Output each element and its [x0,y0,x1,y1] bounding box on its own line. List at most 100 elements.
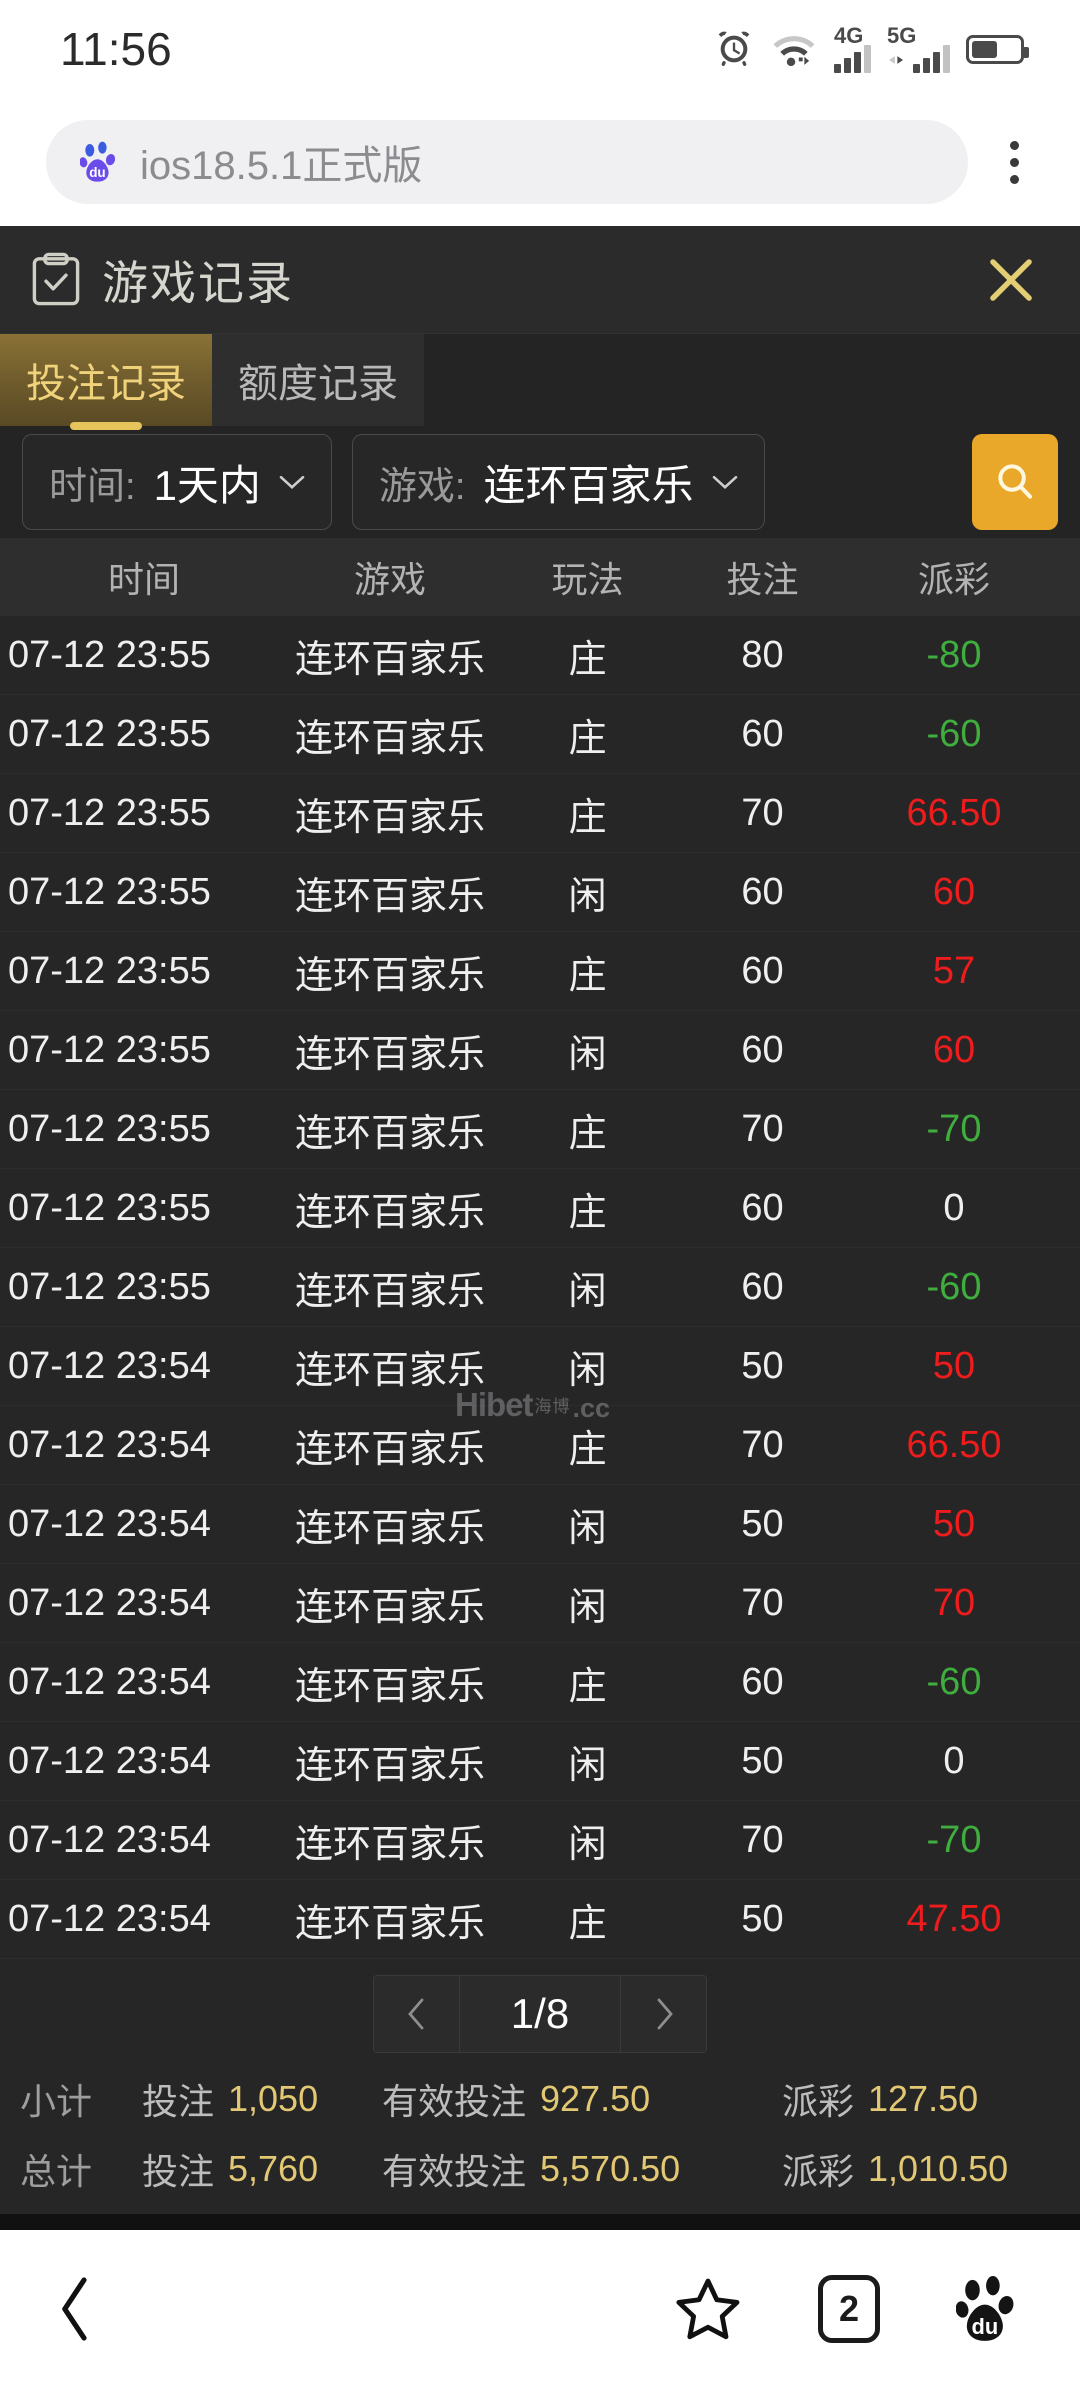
cell-bet: 70 [741,791,784,834]
table-row[interactable]: 07-12 23:54 连环百家乐 闲 70 -70 [0,1801,1080,1880]
total-payout-label: 派彩 [782,2151,855,2192]
time-filter-label: 时间: [49,465,136,508]
summary-total-row: 总计 投注 5,760 有效投注 5,570.50 派彩 1,010.50 [20,2134,1060,2204]
table-row[interactable]: 07-12 23:54 连环百家乐 庄 60 -60 [0,1643,1080,1722]
col-header-time: 时间 [107,559,180,600]
close-x-icon[interactable] [980,249,1042,311]
cell-time: 07-12 23:55 [8,1028,211,1071]
cell-play: 庄 [568,796,607,839]
app-title-group: 游戏记录 [30,247,294,313]
cell-payout: 47.50 [906,1897,1002,1940]
cell-bet: 60 [741,949,784,992]
cell-payout: 0 [943,1739,965,1782]
table-row[interactable]: 07-12 23:55 连环百家乐 庄 70 -70 [0,1090,1080,1169]
subtotal-valid: 有效投注 927.50 [382,2073,782,2125]
cell-time: 07-12 23:55 [8,712,211,755]
cell-time: 07-12 23:54 [8,1818,211,1861]
nav-back-button[interactable] [58,2276,92,2342]
cell-payout: 0 [943,1186,965,1229]
cell-time: 07-12 23:55 [8,791,211,834]
cell-bet: 50 [741,1897,784,1940]
cell-time: 07-12 23:55 [8,870,211,913]
cell-game: 连环百家乐 [294,1349,485,1392]
star-icon[interactable] [674,2276,742,2342]
subtotal-valid-value: 927.50 [540,2078,651,2119]
table-row[interactable]: 07-12 23:54 连环百家乐 闲 70 70 [0,1564,1080,1643]
table-row[interactable]: 07-12 23:55 连环百家乐 庄 60 57 [0,932,1080,1011]
cell-play: 庄 [568,638,607,681]
table-row[interactable]: 07-12 23:55 连环百家乐 庄 70 66.50 [0,774,1080,853]
cell-game: 连环百家乐 [294,1191,485,1234]
cell-payout: -70 [926,1818,982,1861]
cell-game: 连环百家乐 [294,954,485,997]
prev-page-button[interactable] [374,1976,460,2052]
cell-time: 07-12 23:54 [8,1897,211,1940]
table-row[interactable]: 07-12 23:55 连环百家乐 闲 60 60 [0,853,1080,932]
kebab-menu-icon[interactable] [982,140,1046,184]
cell-game: 连环百家乐 [294,1270,485,1313]
cell-time: 07-12 23:55 [8,949,211,992]
subtotal-bet-label: 投注 [142,2081,215,2122]
nav-right-group: 2 du [674,2275,1022,2343]
table-row[interactable]: 07-12 23:55 连环百家乐 庄 60 0 [0,1169,1080,1248]
game-record-app: 游戏记录 投注记录 额度记录 时间: 1天内 [0,226,1080,2230]
app-header: 游戏记录 [0,226,1080,334]
baidu-paw-icon: du [79,141,120,183]
cell-bet: 60 [741,1265,784,1308]
search-button[interactable] [972,434,1058,530]
page-title: 游戏记录 [102,256,294,309]
total-payout: 派彩 1,010.50 [782,2143,1008,2195]
cell-payout: -80 [926,633,982,676]
cell-time: 07-12 23:54 [8,1660,211,1703]
next-page-button[interactable] [620,1976,706,2052]
cell-bet: 60 [741,1028,784,1071]
cell-game: 连环百家乐 [294,1744,485,1787]
chevron-down-icon [712,474,738,490]
table-row[interactable]: 07-12 23:55 连环百家乐 庄 80 -80 [0,616,1080,695]
status-bar: 11:56 [0,0,1080,98]
table-row[interactable]: 07-12 23:54 连环百家乐 庄 70 66.50 [0,1406,1080,1485]
cell-play: 闲 [568,875,607,918]
tab-count-button[interactable]: 2 [818,2275,880,2343]
cell-game: 连环百家乐 [294,1665,485,1708]
baidu-paw-icon[interactable]: du [955,2275,1022,2343]
total-bet: 投注 5,760 [142,2143,382,2195]
clipboard-check-icon [30,252,82,308]
table-row[interactable]: 07-12 23:55 连环百家乐 闲 60 60 [0,1011,1080,1090]
cell-payout: -60 [926,1265,982,1308]
address-bar[interactable]: du ios18.5.1正式版 [46,120,968,204]
cell-payout: 60 [932,1028,976,1071]
cell-play: 庄 [568,1112,607,1155]
cell-time: 07-12 23:55 [8,1107,211,1150]
table-body: 07-12 23:55 连环百家乐庄 80 -80 07-12 23:55 连环百家乐庄 6… [0,616,1080,1968]
tab-betting-records[interactable]: 投注记录 [0,334,212,426]
cell-play: 庄 [568,717,607,760]
cell-play: 闲 [568,1270,607,1313]
subtotal-payout: 派彩 127.50 [782,2073,978,2125]
cell-time: 07-12 23:54 [8,1423,211,1466]
svg-text:du: du [89,165,106,180]
cell-bet: 50 [741,1502,784,1545]
battery-icon [966,34,1029,64]
cell-play: 闲 [568,1507,607,1550]
table-row[interactable]: 07-12 23:54 连环百家乐 庄 50 47.50 [0,1880,1080,1959]
cell-play: 庄 [568,1191,607,1234]
table-row[interactable]: 07-12 23:55 连环百家乐 庄 60 -60 [0,695,1080,774]
cell-game: 连环百家乐 [294,875,485,918]
tab-credit-records[interactable]: 额度记录 [212,334,424,426]
cell-payout: 50 [932,1502,976,1545]
cell-payout: -60 [926,1660,982,1703]
table-row[interactable]: 07-12 23:55 连环百家乐 闲 60 -60 [0,1248,1080,1327]
cell-play: 庄 [568,1902,607,1945]
filter-bar: 时间: 1天内 游戏: 连环百家乐 [0,426,1080,538]
table-row[interactable]: 07-12 23:54 连环百家乐 闲 50 50 [0,1485,1080,1564]
cell-game: 连环百家乐 [294,1586,485,1629]
cell-game: 连环百家乐 [294,1902,485,1945]
page-indicator: 1/8 [460,1976,620,2052]
table-row[interactable]: 07-12 23:54 连环百家乐 闲 50 0 [0,1722,1080,1801]
table-row[interactable]: 07-12 23:54 连环百家乐 闲 50 50 [0,1327,1080,1406]
total-bet-value: 5,760 [228,2148,319,2189]
game-filter-select[interactable]: 游戏: 连环百家乐 [351,434,765,530]
time-filter-select[interactable]: 时间: 1天内 [22,434,332,530]
